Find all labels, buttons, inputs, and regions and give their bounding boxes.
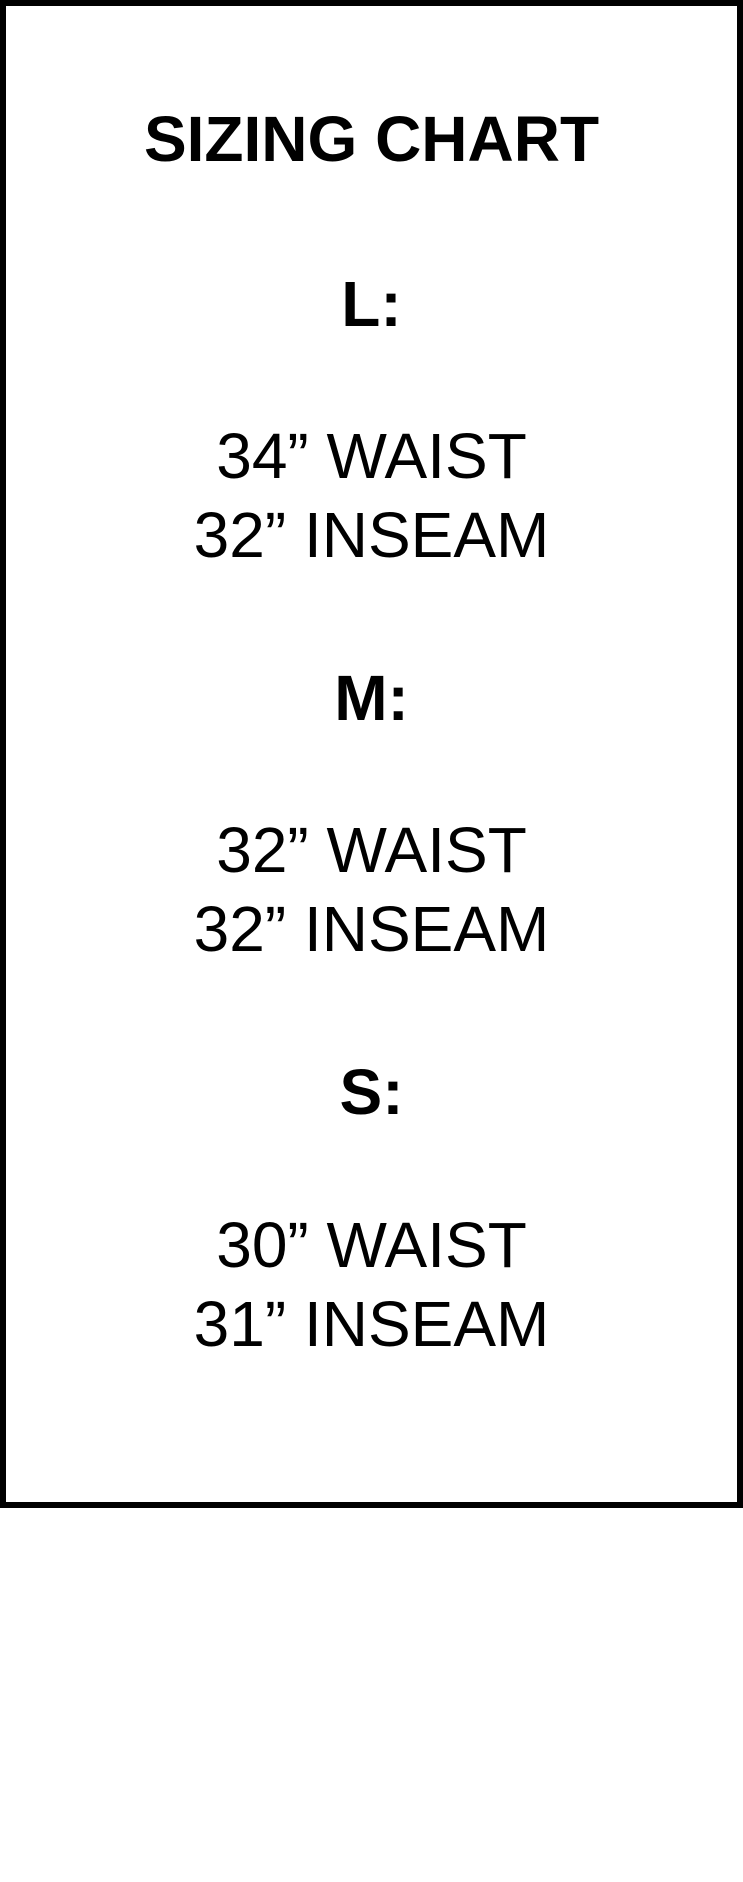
small-waist-measurement: 30” WAIST <box>216 1209 527 1281</box>
large-inseam-measurement: 32” INSEAM <box>193 499 550 571</box>
small-inseam-measurement: 31” INSEAM <box>193 1288 550 1360</box>
size-heading-large: L: <box>341 268 402 340</box>
size-heading-small: S: <box>339 1056 404 1128</box>
large-waist-measurement: 34” WAIST <box>216 420 527 492</box>
sizing-chart-box: SIZING CHART L: 34” WAIST 32” INSEAM M: … <box>0 0 743 1508</box>
medium-waist-measurement: 32” WAIST <box>216 814 527 886</box>
medium-inseam-measurement: 32” INSEAM <box>193 893 550 965</box>
sizing-chart-title: SIZING CHART <box>143 103 600 175</box>
size-heading-medium: M: <box>334 662 409 734</box>
